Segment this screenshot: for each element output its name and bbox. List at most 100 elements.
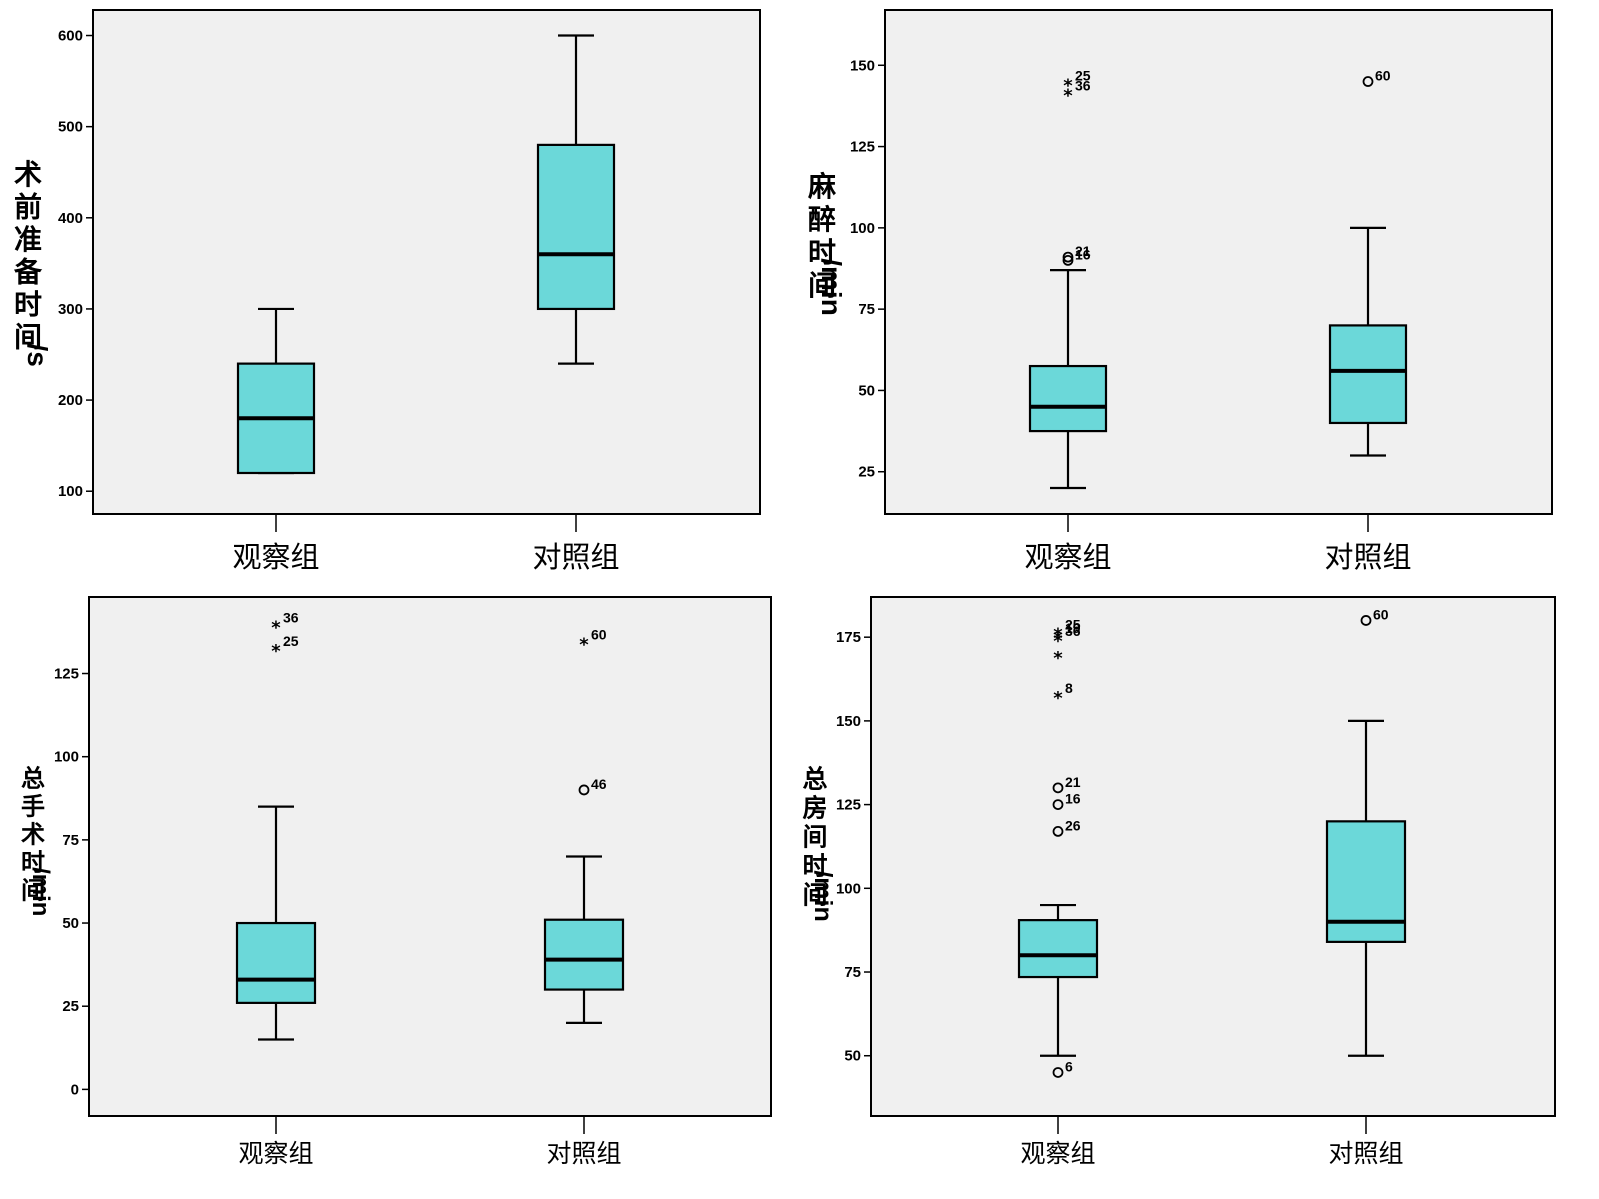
outlier-marker bbox=[1052, 782, 1064, 794]
y-tick-label: 100 bbox=[836, 880, 861, 897]
outlier-case-label: 16 bbox=[1075, 246, 1091, 262]
y-tick-label: 50 bbox=[858, 382, 875, 399]
y-tick-label: 25 bbox=[62, 998, 79, 1015]
y-tick-label: 50 bbox=[844, 1048, 861, 1065]
outlier-marker bbox=[1062, 254, 1074, 266]
y-tick-label: 400 bbox=[58, 210, 83, 227]
plot-area bbox=[92, 9, 761, 515]
outlier-case-label: 6 bbox=[1065, 1058, 1073, 1074]
x-category-label: 对照组 bbox=[546, 1139, 621, 1168]
y-axis-label-char: 间 bbox=[14, 320, 42, 353]
y-axis-label-unit: /min bbox=[816, 258, 847, 316]
y-axis-label-char: 时 bbox=[802, 851, 827, 880]
outlier-case-label: 19 bbox=[1065, 620, 1081, 636]
extreme-outlier-marker: * bbox=[1053, 648, 1063, 669]
y-axis-label-char: 时 bbox=[14, 288, 42, 321]
outlier-case-label: 36 bbox=[283, 610, 299, 626]
y-axis-label-char: 间 bbox=[808, 269, 836, 302]
y-axis-label-char: 麻 bbox=[808, 170, 837, 203]
plot-area bbox=[870, 596, 1556, 1117]
outlier-marker bbox=[1052, 825, 1064, 837]
y-tick-label: 175 bbox=[836, 629, 861, 646]
extreme-outlier-marker: * bbox=[1063, 85, 1073, 106]
outlier-case-label: 25 bbox=[1065, 616, 1081, 632]
outlier-case-label: 21 bbox=[1065, 774, 1081, 790]
y-axis-label-char: 手 bbox=[21, 792, 45, 820]
y-axis-label-char: 时 bbox=[808, 236, 836, 269]
x-category-label: 观察组 bbox=[238, 1139, 313, 1168]
y-tick-label: 75 bbox=[62, 832, 79, 849]
x-category-label: 观察组 bbox=[232, 540, 319, 574]
outlier-marker bbox=[1052, 799, 1064, 810]
extreme-outlier-marker: * bbox=[1053, 688, 1063, 709]
y-tick-label: 600 bbox=[58, 28, 83, 45]
y-tick-label: 125 bbox=[54, 666, 79, 683]
iqr-box bbox=[543, 918, 625, 991]
outlier-case-label: 36 bbox=[1075, 77, 1091, 93]
extreme-outlier-marker: * bbox=[1053, 631, 1063, 652]
y-axis-label-char: 备 bbox=[13, 255, 43, 288]
y-tick-label: 50 bbox=[62, 915, 79, 932]
iqr-box bbox=[536, 143, 616, 311]
y-axis-label-char: 间 bbox=[21, 876, 45, 904]
plot-area bbox=[88, 596, 772, 1117]
y-axis-label-char: 准 bbox=[14, 223, 42, 256]
x-category-label: 观察组 bbox=[1020, 1139, 1095, 1168]
y-axis-label-char: 时 bbox=[21, 848, 45, 876]
y-axis-label-char: 房 bbox=[802, 793, 827, 822]
iqr-box bbox=[1325, 820, 1407, 943]
outlier-case-label: 16 bbox=[1065, 791, 1081, 807]
y-tick-label: 75 bbox=[858, 301, 875, 318]
y-tick-label: 300 bbox=[58, 301, 83, 318]
outlier-case-label: 8 bbox=[1065, 680, 1073, 696]
extreme-outlier-marker: * bbox=[271, 641, 281, 662]
y-axis-label-char: 醉 bbox=[808, 203, 836, 236]
outlier-marker bbox=[1362, 76, 1374, 87]
y-axis-label-char: 间 bbox=[802, 880, 827, 909]
outlier-case-label: 46 bbox=[591, 776, 607, 792]
y-axis-label-char: 总 bbox=[802, 764, 827, 793]
x-category-label: 对照组 bbox=[1324, 540, 1411, 574]
x-category-label: 对照组 bbox=[532, 540, 619, 574]
outlier-case-label: 25 bbox=[283, 633, 299, 649]
y-tick-label: 100 bbox=[58, 483, 83, 500]
outlier-case-label: 25 bbox=[1075, 68, 1091, 84]
extreme-outlier-marker: * bbox=[1053, 624, 1063, 645]
outlier-case-label: 60 bbox=[1375, 68, 1391, 84]
outlier-marker bbox=[578, 784, 590, 796]
y-tick-label: 150 bbox=[850, 57, 875, 74]
iqr-box bbox=[1028, 364, 1108, 433]
y-tick-label: 200 bbox=[58, 392, 83, 409]
y-axis-label-char: 术 bbox=[21, 820, 45, 848]
y-tick-label: 100 bbox=[54, 749, 79, 766]
extreme-outlier-marker: * bbox=[271, 618, 281, 639]
y-axis-label-unit: /min bbox=[27, 867, 54, 916]
y-axis-label-unit: /s bbox=[22, 343, 53, 366]
extreme-outlier-marker: * bbox=[1053, 628, 1063, 649]
y-tick-label: 125 bbox=[850, 139, 875, 156]
extreme-outlier-marker: * bbox=[1063, 76, 1073, 97]
plot-area bbox=[884, 9, 1553, 515]
x-category-label: 对照组 bbox=[1328, 1139, 1403, 1168]
y-axis-label-char: 术 bbox=[14, 158, 42, 191]
iqr-box bbox=[1328, 324, 1408, 425]
y-axis-label-char: 间 bbox=[802, 822, 827, 851]
y-tick-label: 100 bbox=[850, 220, 875, 237]
y-axis-label-char: 总 bbox=[21, 764, 45, 792]
y-tick-label: 500 bbox=[58, 119, 83, 136]
outlier-case-label: 60 bbox=[1373, 606, 1389, 622]
outlier-marker bbox=[1052, 1067, 1064, 1078]
iqr-box bbox=[235, 921, 317, 1004]
x-category-label: 观察组 bbox=[1024, 540, 1111, 574]
y-tick-label: 150 bbox=[836, 713, 861, 730]
outlier-case-label: 60 bbox=[591, 626, 607, 642]
outlier-marker bbox=[1062, 251, 1074, 263]
y-tick-label: 75 bbox=[844, 964, 861, 981]
outlier-case-label: 21 bbox=[1075, 243, 1091, 259]
y-tick-label: 25 bbox=[858, 464, 875, 481]
